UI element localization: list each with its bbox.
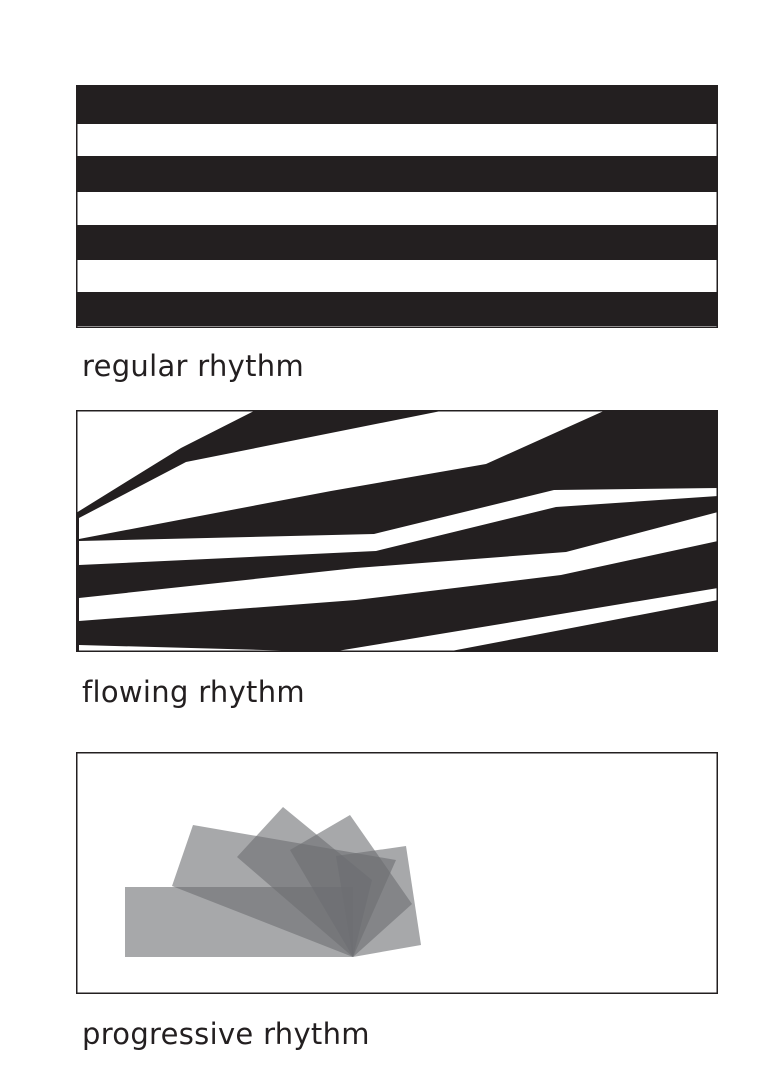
regular-stripe-4 xyxy=(77,292,717,326)
flowing-band-3 xyxy=(79,488,718,565)
progressive-rhythm-panel xyxy=(76,752,718,994)
flowing-band-5a xyxy=(79,645,336,652)
flowing-rhythm-frame xyxy=(76,410,718,652)
regular-stripe-2 xyxy=(77,156,717,192)
regular-rhythm-illustration xyxy=(76,85,718,328)
regular-rhythm-caption: regular rhythm xyxy=(82,349,305,383)
flowing-rhythm-illustration xyxy=(76,410,718,652)
flowing-band-1 xyxy=(76,410,256,513)
flowing-rhythm-caption: flowing rhythm xyxy=(82,675,305,709)
progressive-rhythm-illustration xyxy=(76,752,718,994)
progressive-rect-5 xyxy=(336,846,421,957)
regular-rhythm-frame xyxy=(76,85,718,328)
flowing-band-5b xyxy=(331,588,718,652)
regular-stripe-1 xyxy=(77,86,717,124)
regular-rhythm-panel xyxy=(76,85,718,328)
progressive-rhythm-caption: progressive rhythm xyxy=(82,1017,370,1051)
regular-stripe-3 xyxy=(77,225,717,260)
flowing-rhythm-panel xyxy=(76,410,718,652)
flowing-band-2 xyxy=(79,410,606,539)
flowing-band-4 xyxy=(79,512,718,621)
